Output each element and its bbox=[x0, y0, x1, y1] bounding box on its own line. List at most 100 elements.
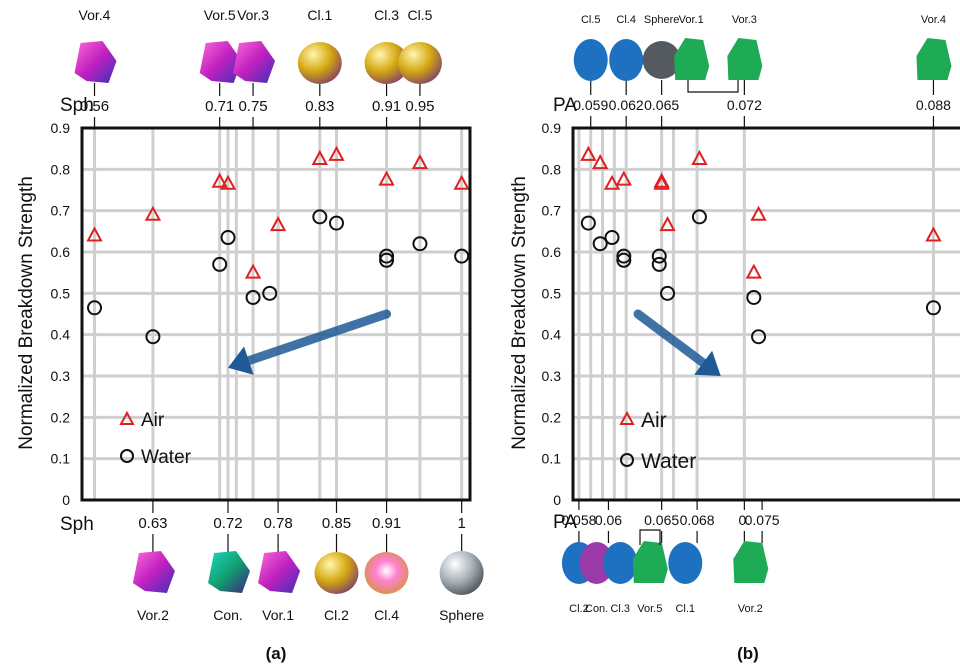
bottom-tick-label: 0.06 bbox=[595, 512, 622, 528]
legend-air-label-a: Air bbox=[141, 410, 165, 431]
y-tick-label: 0.3 bbox=[51, 368, 71, 384]
top-axis-name-a: Sph bbox=[60, 95, 94, 116]
shape-label: Cl.4 bbox=[374, 607, 399, 623]
top-tick-label: 0.75 bbox=[238, 98, 267, 115]
air-point bbox=[653, 172, 670, 188]
legend-water-label-a: Water bbox=[141, 447, 192, 468]
air-point bbox=[211, 172, 228, 188]
water-point bbox=[925, 300, 941, 316]
shape-label: Cl.5 bbox=[407, 7, 432, 23]
shape-label: Vor.1 bbox=[262, 607, 294, 623]
shape-icon bbox=[132, 551, 175, 593]
points-b bbox=[580, 145, 942, 345]
shape-label: Vor.3 bbox=[237, 7, 269, 23]
y-tick-label: 0.1 bbox=[542, 451, 562, 467]
shape-icon bbox=[364, 42, 409, 84]
shape-label: Con. bbox=[585, 603, 608, 615]
shape-label: Cl.5 bbox=[581, 14, 601, 26]
legend-b: Air Water bbox=[619, 409, 696, 473]
air-point bbox=[745, 263, 762, 279]
shape-vor-5-top-a: Vor.5 bbox=[199, 7, 242, 83]
air-point bbox=[659, 216, 676, 232]
arrow-shaft bbox=[633, 309, 708, 368]
top-tick-label: 0.072 bbox=[727, 97, 762, 113]
shape-label: Cl.2 bbox=[324, 607, 349, 623]
y-ticks-b: 0 0.1 0.2 0.3 0.4 0.5 0.6 0.7 0.8 0.9 bbox=[542, 120, 562, 508]
y-tick-label: 0.4 bbox=[51, 327, 71, 343]
shape-icon bbox=[199, 41, 242, 83]
y-tick-label: 0.8 bbox=[542, 161, 562, 177]
air-point bbox=[925, 226, 942, 242]
top-tick-label: 0.065 bbox=[644, 97, 679, 113]
top-shapes-b: Cl.5 Cl.4 Sphere Vor.1 Vor.3 Vor.4 bbox=[573, 14, 952, 81]
y-tick-label: 0.7 bbox=[542, 203, 562, 219]
shape-label: Sphere bbox=[439, 607, 484, 623]
bottom-tick-label: 0.065 bbox=[644, 512, 679, 528]
panel-b: 00.10.20.30.40.50.60.70.80.9 0.059 0.062 0… bbox=[509, 14, 960, 663]
bottom-tick-label: 0.058 bbox=[561, 512, 596, 528]
y-tick-label: 0.7 bbox=[51, 203, 71, 219]
top-tick-label: 0.062 bbox=[609, 97, 644, 113]
top-tick-label: 0.91 bbox=[372, 98, 401, 115]
water-point bbox=[379, 248, 395, 264]
bottom-tick-label: 0.91 bbox=[372, 515, 401, 532]
shape-icon bbox=[916, 38, 952, 80]
top-tick-label: 0.088 bbox=[916, 97, 951, 113]
shape-icon bbox=[727, 38, 763, 80]
water-point bbox=[746, 289, 762, 305]
top-tick-label: 0.059 bbox=[573, 97, 608, 113]
caption-a: (a) bbox=[266, 644, 287, 663]
water-point bbox=[220, 230, 236, 246]
bottom-shapes-a: Vor.2 Con. Vor.1 Cl.2 Cl.4 Sphere bbox=[132, 551, 484, 623]
shape-icon bbox=[603, 542, 638, 584]
air-point bbox=[311, 149, 328, 165]
bottom-tick-label: 0.075 bbox=[745, 512, 780, 528]
points-a bbox=[86, 145, 470, 345]
top-tick-label: 0.83 bbox=[305, 98, 334, 115]
air-point bbox=[328, 145, 345, 161]
y-tick-label: 0.4 bbox=[542, 327, 562, 343]
shape-label: Vor.5 bbox=[204, 7, 236, 23]
shape-cl-1-bottom-b: Cl.1 bbox=[668, 542, 703, 615]
air-point bbox=[580, 145, 597, 161]
shape-label: Cl.4 bbox=[616, 14, 636, 26]
shape-vor-3-top-b: Vor.3 bbox=[727, 14, 763, 80]
top-tick-label: 0.95 bbox=[405, 98, 434, 115]
water-point bbox=[751, 329, 767, 345]
y-tick-label: 0.6 bbox=[542, 244, 562, 260]
water-point bbox=[379, 252, 395, 268]
shape-icon bbox=[397, 42, 442, 84]
water-point bbox=[616, 252, 632, 268]
y-axis-title-b: Normalized Breakdown Strength bbox=[509, 176, 530, 450]
arrow-shaft bbox=[244, 309, 392, 366]
shape-label: Cl.3 bbox=[610, 603, 630, 615]
air-point bbox=[615, 170, 632, 186]
bottom-tick-label: 0.63 bbox=[138, 515, 167, 532]
water-point bbox=[592, 236, 608, 252]
water-point bbox=[145, 329, 161, 345]
grid-a bbox=[82, 128, 470, 500]
legend-air-label-b: Air bbox=[641, 409, 667, 432]
shape-vor-3-top-a: Vor.3 bbox=[233, 7, 276, 83]
air-point bbox=[453, 174, 470, 190]
shape-icon bbox=[364, 552, 409, 594]
air-point bbox=[378, 170, 395, 186]
shape-sphere-bottom-a: Sphere bbox=[439, 551, 484, 623]
y-tick-label: 0.2 bbox=[51, 409, 71, 425]
bottom-tick-label: 0.78 bbox=[263, 515, 292, 532]
air-point bbox=[269, 216, 287, 232]
legend-air-marker-a bbox=[119, 410, 135, 425]
water-point bbox=[660, 285, 676, 301]
shape-cl-5-top-b: Cl.5 bbox=[573, 14, 608, 81]
y-tick-label: 0.3 bbox=[542, 368, 562, 384]
water-point bbox=[604, 230, 620, 246]
y-ticks-a: 0 0.1 0.2 0.3 0.4 0.5 0.6 0.7 0.8 0.9 bbox=[51, 120, 71, 508]
plot-frame-a bbox=[80, 126, 472, 502]
shape-label: Sphere bbox=[644, 14, 679, 26]
shape-vor-2-bottom-b: Vor.2 bbox=[733, 541, 769, 615]
top-tick-label: 0.71 bbox=[205, 98, 234, 115]
air-point bbox=[603, 174, 621, 190]
arrow-head bbox=[228, 346, 254, 375]
